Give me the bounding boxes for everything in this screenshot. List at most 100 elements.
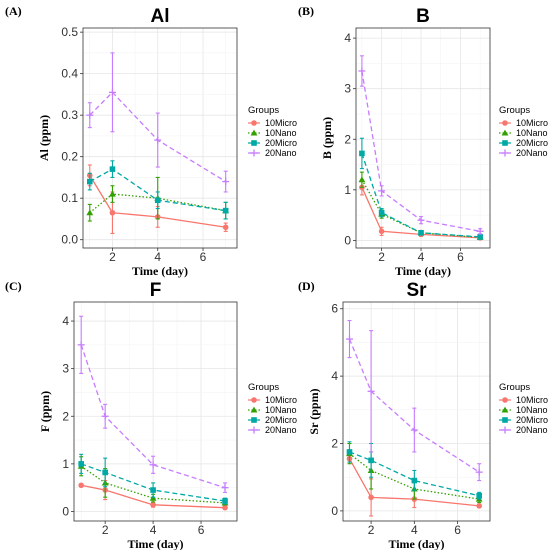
y-tick-label: 3	[62, 362, 69, 376]
legend-key-marker	[502, 417, 508, 423]
chart-title: B	[416, 6, 430, 27]
y-tick-label: 2	[331, 437, 338, 451]
data-point	[476, 227, 484, 235]
legend-item: 20Micro	[248, 415, 297, 425]
legend-key-marker	[250, 406, 258, 413]
legend-item: 20Nano	[499, 148, 548, 158]
legend-item: 20Micro	[499, 138, 548, 148]
y-tick-label: 0.4	[61, 67, 78, 81]
axes: 2 4 6 0 2 4 6 Time (day) Sr (ppm)	[307, 302, 461, 550]
y-tick-label: 2	[62, 409, 69, 423]
grid	[356, 28, 490, 248]
legend-title: Groups	[499, 382, 530, 393]
grid	[74, 302, 237, 521]
data-point	[77, 341, 85, 349]
legend-item: 10Micro	[499, 395, 548, 405]
data-point	[78, 461, 84, 467]
y-axis-title: Al (ppm)	[37, 115, 51, 161]
data-point	[367, 387, 375, 395]
x-tick-label: 6	[457, 250, 464, 264]
legend-key-marker	[251, 397, 257, 403]
plot-frame	[355, 27, 491, 249]
series-layer	[358, 55, 484, 241]
legend-item: 10Nano	[499, 405, 548, 415]
panel-letter: (A)	[5, 4, 22, 18]
plot-frame	[73, 301, 238, 522]
x-axis-title: Time (day)	[127, 537, 183, 550]
data-point	[418, 230, 424, 236]
series-20micro	[346, 441, 482, 500]
series-20nano	[358, 55, 484, 235]
data-point	[475, 468, 483, 476]
y-tick-label: 0.0	[61, 233, 78, 247]
data-point	[150, 502, 156, 508]
legend-title: Groups	[248, 105, 279, 116]
legend-label: 10Micro	[516, 395, 548, 405]
legend-title: Groups	[248, 382, 279, 393]
data-point	[378, 209, 385, 216]
plot-background	[356, 28, 490, 248]
series-line	[361, 153, 481, 238]
legend-item: 10Micro	[248, 118, 297, 128]
data-point	[378, 187, 386, 195]
legend-label: 20Micro	[265, 415, 297, 425]
x-tick-label: 2	[368, 523, 375, 537]
y-tick-label: 1	[62, 457, 69, 471]
chart-panel-sr: (D) Sr 2 4 6 0 2 4 6 Time (day) Sr (ppm) Groups 10Mi…	[298, 279, 548, 550]
data-point	[411, 477, 418, 484]
legend-label: 20Micro	[516, 415, 548, 425]
data-point	[358, 67, 366, 75]
legend-item: 10Nano	[248, 405, 297, 415]
plot-background	[83, 28, 237, 248]
data-point	[417, 216, 425, 224]
legend-item: 10Nano	[499, 128, 548, 138]
legend-key-marker	[502, 140, 508, 146]
legend-item: 10Micro	[499, 118, 548, 128]
x-tick-label: 4	[411, 523, 418, 537]
y-axis-title: Sr (ppm)	[307, 388, 321, 434]
series-line	[361, 70, 481, 232]
series-line	[80, 463, 226, 502]
chart-title: Al	[151, 6, 170, 27]
data-point	[345, 335, 353, 343]
y-tick-label: 4	[331, 369, 338, 383]
series-20micro	[359, 137, 483, 240]
legend-key-marker	[501, 129, 509, 136]
legend-key-marker	[501, 149, 509, 157]
x-tick-label: 6	[200, 250, 207, 264]
y-tick-label: 4	[62, 314, 69, 328]
legend-label: 10Nano	[516, 405, 548, 415]
legend-label: 10Micro	[265, 395, 297, 405]
series-line	[80, 465, 226, 504]
x-axis-title: Time (day)	[388, 537, 444, 550]
data-point	[109, 209, 116, 216]
legend-key-marker	[251, 120, 257, 126]
data-point	[102, 469, 108, 476]
legend-label: 10Nano	[265, 405, 297, 415]
x-axis-title: Time (day)	[395, 264, 451, 278]
data-point	[222, 504, 228, 511]
series-20nano	[77, 315, 229, 493]
data-point	[346, 449, 353, 455]
legend-label: 20Nano	[265, 148, 297, 158]
panel-letter: (C)	[5, 279, 22, 293]
axes: 2 4 6 0.0 0.1 0.2 0.3 0.4 0.5 Time (day) Al (ppm)	[37, 25, 207, 278]
legend-label: 10Micro	[265, 118, 297, 128]
data-point	[221, 484, 229, 492]
legend-key-marker	[250, 129, 258, 136]
legend-key-marker	[251, 417, 257, 423]
data-point	[109, 190, 116, 197]
series-line	[349, 451, 480, 497]
data-point	[410, 426, 418, 434]
legend-key-marker	[502, 120, 508, 126]
legend-label: 20Nano	[265, 425, 297, 435]
legend-item: 20Micro	[499, 415, 548, 425]
series-20nano	[345, 319, 483, 482]
panel-letter: (D)	[298, 279, 315, 293]
grid	[343, 302, 490, 521]
